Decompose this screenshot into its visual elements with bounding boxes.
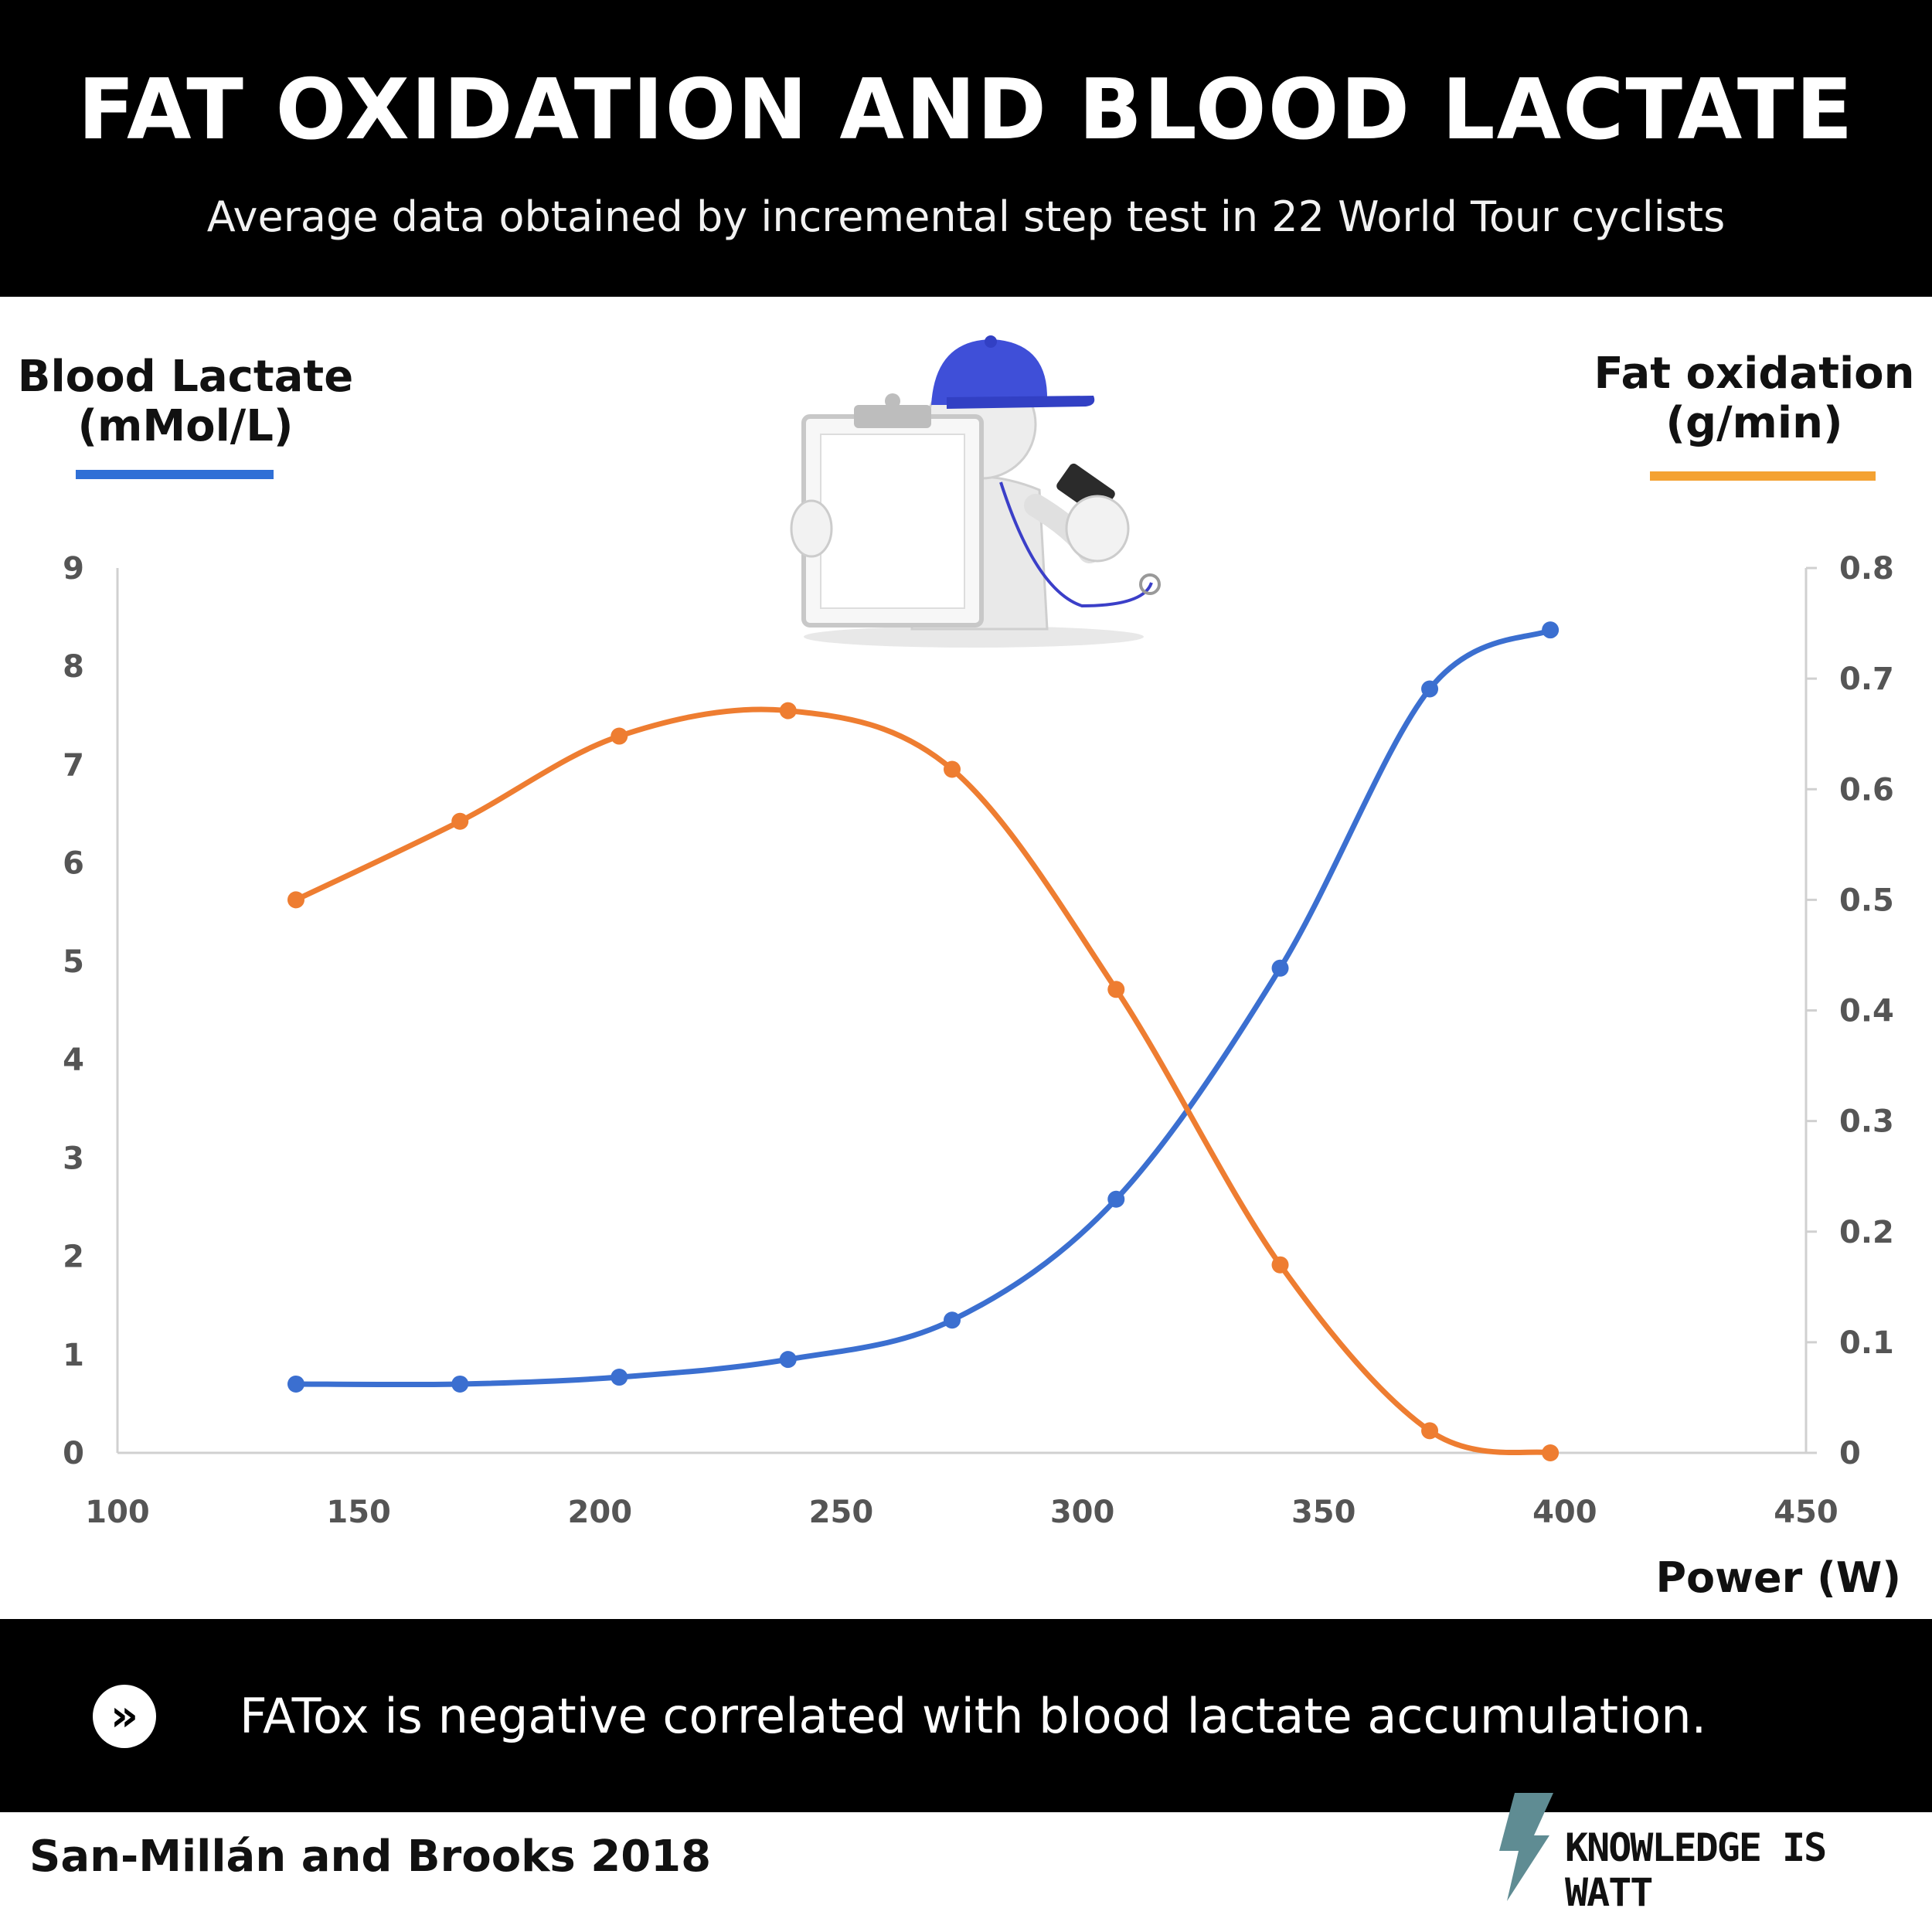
fat_oxidation-point-6	[1271, 1256, 1289, 1274]
takeaway-note: FATox is negative correlated with blood …	[240, 1688, 1707, 1744]
left-tick-label-0: 0	[63, 1436, 84, 1471]
right-tick-label-8: 0.8	[1839, 551, 1894, 587]
left-tick-label-4: 4	[63, 1043, 84, 1078]
x-axis-title: Power (W)	[1655, 1553, 1901, 1602]
left-tick-label-2: 2	[63, 1240, 84, 1275]
lactate-point-5	[1107, 1190, 1125, 1208]
right-tick-label-6: 0.6	[1839, 772, 1894, 808]
right-axis-title-line2: (g/min)	[1665, 398, 1843, 448]
lactate-point-2	[611, 1369, 628, 1386]
fat-oxidation-legend-bar	[1650, 471, 1876, 481]
lactate-point-3	[779, 1351, 797, 1369]
x-tick-label-7: 450	[1774, 1495, 1838, 1530]
fat_oxidation-point-7	[1421, 1422, 1439, 1440]
page-title: FAT OXIDATION AND BLOOD LACTATE	[77, 62, 1855, 158]
lactate-series-line	[293, 627, 1553, 1388]
right-tick-label-0: 0	[1839, 1436, 1861, 1471]
x-tick-label-0: 100	[85, 1495, 150, 1530]
citation: San-Millán and Brooks 2018	[29, 1832, 712, 1882]
left-tick-label-9: 9	[63, 551, 84, 587]
right-axis-title: Fat oxidation (g/min)	[1577, 349, 1932, 448]
right-axis-title-line1: Fat oxidation	[1594, 349, 1915, 399]
x-tick-label-1: 150	[326, 1495, 391, 1530]
lactate-point-1	[451, 1375, 469, 1393]
fat_oxidation-point-4	[944, 760, 961, 778]
lactate-point-6	[1271, 959, 1289, 977]
left-tick-label-6: 6	[63, 846, 84, 882]
x-tick-label-3: 250	[809, 1495, 874, 1530]
fat_oxidation-point-8	[1542, 1444, 1560, 1461]
lactate-point-0	[287, 1375, 304, 1393]
left-tick-label-3: 3	[63, 1141, 84, 1176]
brand-name: KNOWLEDGE IS WATT	[1565, 1825, 1827, 1915]
x-tick-label-4: 300	[1050, 1495, 1115, 1530]
left-tick-label-1: 1	[63, 1338, 84, 1373]
right-tick-label-1: 0.1	[1839, 1325, 1894, 1361]
right-tick-label-4: 0.4	[1839, 994, 1894, 1029]
left-tick-label-8: 8	[63, 649, 84, 685]
fat_oxidation-point-1	[451, 812, 469, 830]
lightning-bolt-icon	[1499, 1793, 1553, 1901]
fat_oxidation-series-line	[293, 706, 1553, 1456]
right-tick-label-3: 0.3	[1839, 1104, 1894, 1140]
x-tick-label-6: 400	[1532, 1495, 1597, 1530]
fat_oxidation-point-0	[287, 891, 304, 909]
left-axis-title-line2: (mMol/L)	[77, 401, 294, 451]
fat_oxidation-point-2	[611, 727, 628, 745]
right-tick-label-5: 0.5	[1839, 883, 1894, 918]
lactate-legend-bar	[76, 470, 274, 479]
coach-figure-illustration	[790, 335, 1161, 648]
right-tick-label-7: 0.7	[1839, 662, 1894, 697]
left-axis-title: Blood Lactate (mMol/L)	[15, 352, 355, 451]
page-subtitle: Average data obtained by incremental ste…	[206, 192, 1726, 241]
chevron-right-double-icon: »	[93, 1685, 156, 1748]
left-tick-label-5: 5	[63, 944, 84, 980]
x-tick-label-2: 200	[568, 1495, 633, 1530]
lactate-point-8	[1542, 621, 1560, 639]
left-axis-title-line1: Blood Lactate	[17, 352, 354, 402]
fat_oxidation-point-5	[1107, 981, 1125, 998]
x-tick-label-5: 350	[1291, 1495, 1356, 1530]
left-tick-label-7: 7	[63, 747, 84, 783]
lactate-point-7	[1421, 680, 1439, 698]
lactate-point-4	[944, 1311, 961, 1329]
fat_oxidation-point-3	[779, 702, 797, 719]
header-band: FAT OXIDATION AND BLOOD LACTATE Average …	[0, 0, 1932, 297]
right-tick-label-2: 0.2	[1839, 1215, 1894, 1250]
takeaway-band	[0, 1619, 1932, 1812]
